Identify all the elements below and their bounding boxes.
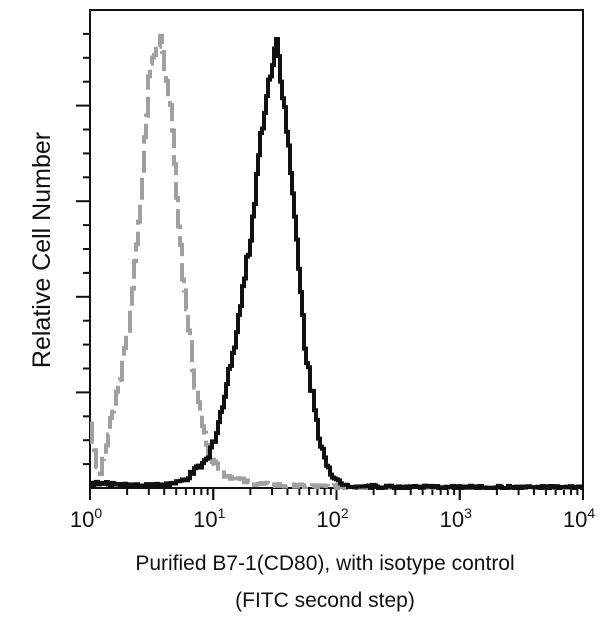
series-line-1 [90,37,584,490]
series-group [90,33,584,490]
series-line-0 [90,33,584,490]
x-axis-label: Purified B7-1(CD80), with isotype contro… [135,552,514,575]
x-tick-label: 104 [563,505,595,532]
x-ticks: 100 101 102 103 104 [70,488,595,532]
x-tick-exponent: 2 [341,505,349,521]
x-tick-label: 100 [70,505,102,532]
x-axis-label-line2: (FITC second step) [235,589,415,612]
x-tick-label: 102 [316,505,348,532]
x-tick-exponent: 4 [587,505,595,521]
y-ticks [76,32,90,466]
x-tick-label: 101 [193,505,225,532]
x-tick-exponent: 1 [218,505,226,521]
x-tick-exponent: 3 [464,505,472,521]
x-tick-label: 103 [440,505,472,532]
plot-frame [89,9,584,489]
x-tick-exponent: 0 [94,505,102,521]
y-axis-label: Relative Cell Number [28,132,56,368]
